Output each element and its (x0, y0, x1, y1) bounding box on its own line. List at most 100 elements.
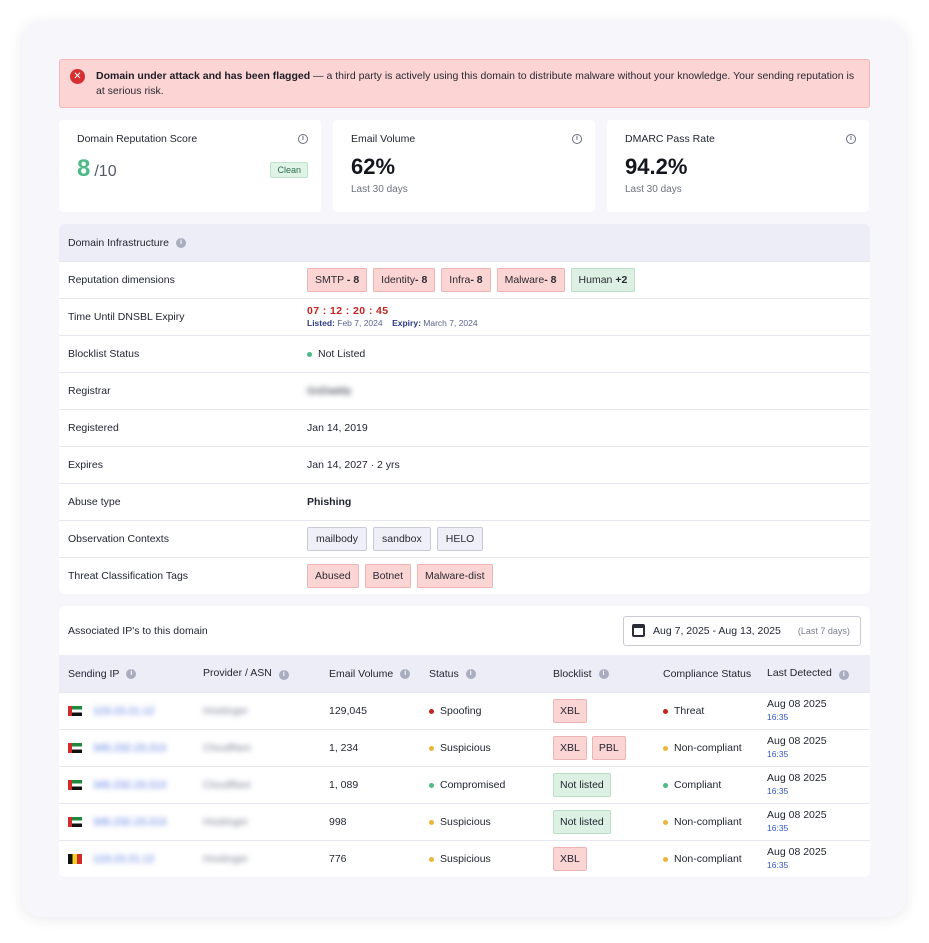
status-cell: Suspicious (429, 853, 553, 865)
compliance-dot (663, 819, 668, 825)
last-detected-time: 16:35 (767, 786, 789, 796)
blocklist-cell: Not listed (553, 773, 663, 797)
last-detected-date: Aug 08 2025 (767, 846, 827, 858)
column-sending-ip[interactable]: Sending IP i (59, 668, 203, 680)
last-detected-cell: Aug 08 2025 16:35 (767, 809, 867, 835)
compliance-text: Non-compliant (674, 816, 742, 828)
blocklist-cell: XBL (553, 699, 663, 723)
blocklist-cell: XBL PBL (553, 736, 663, 760)
context-chips: mailbody sandbox HELO (307, 527, 484, 551)
status-text: Suspicious (440, 853, 491, 865)
status-dot (429, 782, 434, 788)
dmarc-value: 94.2% (625, 154, 688, 179)
provider-cell: Hostinger (203, 705, 248, 717)
last-detected-time: 16:35 (767, 860, 789, 870)
dnsbl-timer: 07 : 12 : 20 : 45 Listed: Feb 7, 2024 Ex… (307, 305, 478, 329)
info-icon[interactable]: i (175, 237, 186, 248)
dashboard-panel: ✕ Domain under attack and has been flagg… (22, 22, 906, 917)
expires-value: Jan 14, 2027 · 2 yrs (307, 459, 400, 471)
status-cell: Suspicious (429, 742, 553, 754)
threat-tag-chip: Botnet (364, 564, 411, 588)
info-icon[interactable]: i (400, 668, 411, 679)
info-icon[interactable]: i (846, 134, 856, 144)
date-range-hint: (Last 7 days) (797, 625, 850, 636)
alert-message: — a third party is actively using this d… (96, 70, 855, 97)
country-flag-icon (68, 817, 82, 827)
row-registrar: Registrar GoDaddy (59, 372, 870, 409)
card-title: Domain Reputation Score (77, 133, 198, 145)
column-last-detected[interactable]: Last Detected i (767, 667, 867, 680)
ip-link[interactable]: 345.232.23.213 (93, 742, 166, 754)
dimension-chips: SMTP - 8 Identity- 8 Infra- 8 Malware- 8… (307, 268, 636, 292)
provider-cell: Hostinger (203, 853, 248, 865)
status-cell: Suspicious (429, 816, 553, 828)
column-email-volume[interactable]: Email Volume i (329, 668, 429, 680)
info-icon[interactable]: i (126, 668, 137, 679)
summary-cards: Domain Reputation Score i 8 /10 Clean Em… (59, 120, 870, 212)
last-detected-date: Aug 08 2025 (767, 735, 827, 747)
info-icon[interactable]: i (465, 668, 476, 679)
country-flag-icon (68, 706, 82, 716)
compliance-text: Threat (674, 705, 705, 717)
info-icon[interactable]: i (838, 670, 849, 680)
card-subtitle: Last 30 days (351, 184, 408, 195)
row-label: Time Until DNSBL Expiry (68, 311, 185, 323)
sending-ip-cell: 123.23.21.12 (59, 705, 203, 717)
last-detected-time: 16:35 (767, 712, 789, 722)
row-label: Abuse type (68, 496, 121, 508)
section-header: Domain Infrastructure i (59, 224, 870, 261)
timer-dates: Listed: Feb 7, 2024 Expiry: March 7, 202… (307, 318, 478, 328)
column-status[interactable]: Status i (429, 668, 553, 680)
info-icon[interactable]: i (598, 668, 609, 679)
table-row[interactable]: 345.232.23.213 Hostinger 998 Suspicious Not … (59, 803, 870, 840)
status-dot (429, 745, 434, 751)
column-compliance[interactable]: Compliance Status (663, 667, 752, 680)
info-icon[interactable]: i (572, 134, 582, 144)
info-icon[interactable]: i (278, 670, 289, 680)
compliance-cell: Non-compliant (663, 816, 767, 828)
ip-link[interactable]: 345.232.23.213 (93, 816, 166, 828)
status-dot (429, 856, 434, 862)
provider-cell: Cloudflare (203, 779, 251, 791)
sending-ip-cell: 345.232.23.213 (59, 779, 203, 791)
context-chip: HELO (436, 527, 484, 551)
country-flag-icon (68, 854, 82, 864)
dimension-chip-smtp: SMTP - 8 (307, 268, 368, 292)
panel-content: ✕ Domain under attack and has been flagg… (59, 59, 870, 877)
row-dnsbl-expiry: Time Until DNSBL Expiry 07 : 12 : 20 : 4… (59, 298, 870, 335)
table-row[interactable]: 123.23.21.12 Hostinger 776 Suspicious XBL Non… (59, 840, 870, 877)
section-title: Domain Infrastructure (68, 236, 169, 249)
alert-title: Domain under attack and has been flagged (96, 70, 311, 82)
last-detected-date: Aug 08 2025 (767, 809, 827, 821)
table-row[interactable]: 345.232.23.213 Cloudflare 1, 234 Suspicious… (59, 729, 870, 766)
email-volume-cell: 1, 089 (329, 779, 359, 791)
row-label: Reputation dimensions (68, 274, 175, 286)
country-flag-icon (68, 780, 82, 790)
dimension-chip-identity: Identity- 8 (373, 268, 436, 292)
column-blocklist[interactable]: Blocklist i (553, 668, 663, 680)
table-row[interactable]: 345.232.23.213 Cloudflare 1, 089 Compromise… (59, 766, 870, 803)
compliance-dot (663, 856, 668, 862)
info-icon[interactable]: i (298, 134, 308, 144)
context-chip: mailbody (307, 527, 368, 551)
compliance-dot (663, 708, 668, 714)
row-observation-contexts: Observation Contexts mailbody sandbox HE… (59, 520, 870, 557)
column-provider[interactable]: Provider / ASN i (203, 667, 329, 680)
email-volume-cell: 776 (329, 853, 347, 865)
date-range-picker[interactable]: Aug 7, 2025 - Aug 13, 2025 (Last 7 days) (623, 615, 861, 646)
status-dot (429, 819, 434, 825)
compliance-dot (663, 782, 668, 788)
ips-header: Associated IP's to this domain Aug 7, 20… (59, 606, 870, 655)
ip-link[interactable]: 123.23.21.12 (93, 705, 155, 717)
table-row[interactable]: 123.23.21.12 Hostinger 129,045 Spoofing XBL T… (59, 692, 870, 729)
last-detected-time: 16:35 (767, 823, 789, 833)
compliance-text: Compliant (674, 779, 722, 791)
status-dot (307, 351, 312, 357)
ip-link[interactable]: 345.232.23.213 (93, 779, 166, 791)
last-detected-date: Aug 08 2025 (767, 698, 827, 710)
last-detected-cell: Aug 08 2025 16:35 (767, 735, 867, 761)
reputation-score-card: Domain Reputation Score i 8 /10 Clean (59, 120, 321, 212)
row-label: Blocklist Status (68, 348, 140, 360)
threat-tag-chip: Malware-dist (416, 564, 493, 588)
ip-link[interactable]: 123.23.21.12 (93, 853, 155, 865)
